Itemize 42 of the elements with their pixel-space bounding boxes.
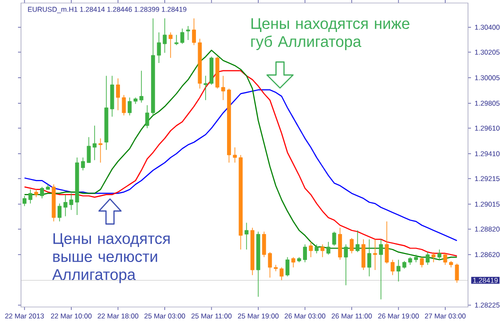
candlestick <box>361 238 366 270</box>
candlestick <box>426 252 430 266</box>
candlestick <box>308 242 313 258</box>
candlestick <box>116 78 120 111</box>
candlestick <box>367 238 372 277</box>
candlestick <box>420 256 424 268</box>
candlestick <box>378 238 383 300</box>
candlestick <box>326 242 330 255</box>
candlestick <box>390 259 395 276</box>
annotation: Цены находятся ниже губ Аллигатора <box>251 18 410 50</box>
candlestick <box>98 138 102 164</box>
candlestick <box>174 34 178 46</box>
candlestick <box>454 263 459 284</box>
candlestick <box>291 256 296 268</box>
candlestick <box>22 196 26 206</box>
candlestick <box>437 249 442 260</box>
candlestick <box>414 254 418 263</box>
candlestick <box>58 203 62 222</box>
candlestick <box>40 186 44 199</box>
candlestick <box>244 222 249 250</box>
candlestick <box>168 32 173 58</box>
candlestick <box>303 244 307 263</box>
candlestick <box>338 227 342 260</box>
candlestick <box>286 256 290 277</box>
candlestick <box>204 75 208 100</box>
annotation: Цены находятся выше челюсти Аллигатора <box>52 233 170 284</box>
candlestick <box>122 94 126 116</box>
candlestick <box>180 28 184 44</box>
candlestick <box>262 231 266 258</box>
candlestick <box>443 253 448 266</box>
candlestick <box>356 230 360 252</box>
candlestick <box>28 189 32 204</box>
candlestick <box>268 252 272 278</box>
candlestick <box>373 238 378 270</box>
candlestick <box>350 238 354 254</box>
candlestick <box>344 244 348 286</box>
candlestick <box>332 231 336 246</box>
candlestick <box>139 70 144 103</box>
candlestick <box>384 221 389 264</box>
candlestick <box>320 244 324 258</box>
candlestick <box>432 252 436 263</box>
candlestick <box>186 26 190 40</box>
